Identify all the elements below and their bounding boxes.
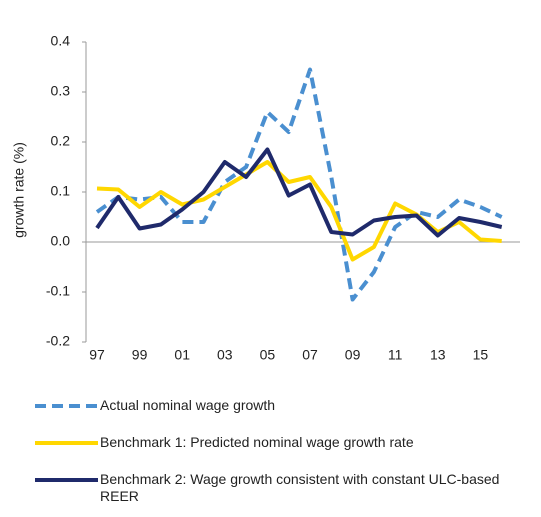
y-tick-label: 0.3 [51, 83, 71, 99]
y-axis-label: growth rate (%) [11, 142, 27, 238]
y-tick-label: -0.1 [46, 283, 70, 299]
legend-label: Benchmark 1: Predicted nominal wage grow… [100, 434, 414, 450]
x-tick-label: 07 [302, 347, 318, 363]
x-tick-label: 01 [174, 347, 190, 363]
y-tick-label: 0.4 [51, 33, 71, 49]
x-tick-label: 99 [132, 347, 148, 363]
y-tick-label: 0.1 [51, 183, 71, 199]
series-line [95, 67, 503, 302]
series-line [96, 160, 502, 262]
legend-label: Actual nominal wage growth [100, 397, 276, 413]
series-line [95, 147, 503, 238]
x-tick-label: 05 [260, 347, 276, 363]
x-tick-label: 13 [430, 347, 446, 363]
y-tick-label: 0.0 [51, 233, 71, 249]
x-tick-label: 09 [345, 347, 361, 363]
x-tick-label: 11 [388, 347, 403, 363]
legend-label: Benchmark 2: Wage growth consistent with… [100, 471, 500, 504]
x-tick-label: 97 [89, 347, 105, 363]
y-tick-label: 0.2 [51, 133, 71, 149]
x-tick-label: 03 [217, 347, 233, 363]
y-tick-label: -0.2 [46, 333, 70, 349]
x-tick-label: 15 [473, 347, 489, 363]
